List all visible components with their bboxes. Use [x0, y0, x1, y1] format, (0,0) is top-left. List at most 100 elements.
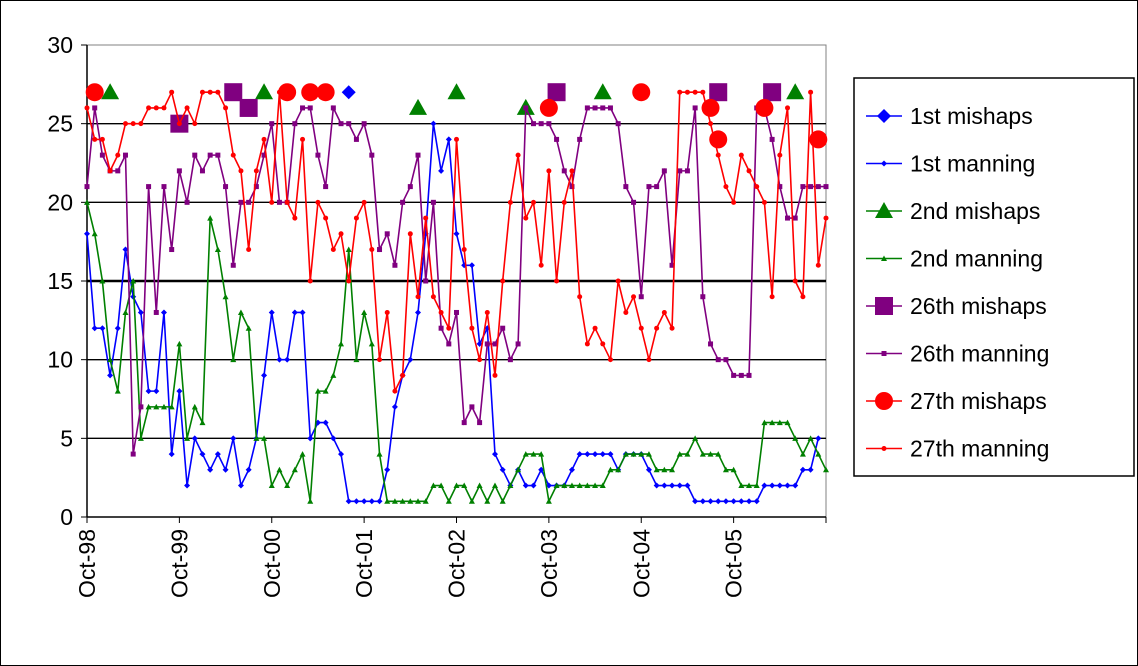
data-point-2nd-manning — [561, 482, 568, 489]
data-point-2nd-manning — [307, 498, 314, 504]
legend-label: 1st mishaps — [910, 103, 1033, 129]
legend-label: 27th mishaps — [910, 388, 1047, 414]
data-point-2nd-manning — [99, 278, 106, 284]
data-point-1st-manning — [653, 482, 660, 489]
data-point-2nd-manning — [407, 498, 414, 504]
legend-item-2nd-manning: 2nd manning — [866, 246, 1043, 272]
y-tick-label: 30 — [47, 32, 73, 58]
data-point-26th-manning — [400, 199, 406, 205]
data-point-2nd-manning — [807, 435, 814, 441]
legend-box — [853, 77, 1135, 477]
data-point-27th-manning — [223, 105, 229, 111]
axes: 0 5 10 15 20 25 30 Oct-98 Oct-99 Oct-00 Oct-01 Oct-… — [47, 32, 827, 598]
data-point-26th-manning — [454, 309, 459, 315]
data-point-2nd-manning — [230, 356, 237, 363]
data-point-2nd-manning — [453, 482, 460, 489]
data-point-2nd-manning — [784, 419, 791, 426]
data-point-1st-manning — [176, 388, 183, 395]
data-point-27th-manning — [84, 105, 90, 111]
data-point-2nd-manning — [792, 435, 799, 441]
data-point-26th-manning — [615, 121, 621, 127]
data-point-27th-manning — [723, 184, 729, 190]
data-point-26th-manning — [684, 168, 690, 174]
data-point-26th-manning — [230, 262, 236, 268]
data-point-27th-manning — [623, 309, 629, 315]
data-point-1st-manning — [468, 262, 475, 269]
data-point-1st-manning — [361, 498, 368, 505]
data-point-26th-manning — [569, 184, 575, 190]
data-point-27th-manning — [300, 136, 306, 142]
data-point-2nd-manning — [468, 498, 475, 504]
data-point-26th-manning — [561, 168, 567, 174]
data-point-26th-manning — [746, 372, 752, 378]
legend-marker — [875, 202, 893, 218]
data-point-27th-manning — [631, 294, 637, 300]
data-point-1st-manning — [299, 309, 306, 316]
data-point-2nd-manning — [592, 482, 599, 489]
data-point-2nd-manning — [353, 356, 360, 363]
data-point-2nd-manning — [284, 482, 291, 489]
data-point-2nd-manning — [622, 451, 629, 457]
data-point-26th-manning — [530, 121, 536, 127]
data-point-27th-manning — [638, 325, 644, 331]
data-point-27th-manning — [169, 89, 175, 95]
data-point-26th-manning — [546, 121, 552, 127]
data-point-26th-manning — [808, 184, 814, 190]
data-point-26th-manning — [800, 184, 806, 190]
data-point-26th-manning — [146, 184, 152, 190]
y-tick-label: 10 — [47, 347, 73, 373]
data-point-26th-manning — [176, 168, 182, 174]
data-point-26th-manning — [261, 152, 267, 158]
data-point-2nd-mishaps — [786, 83, 805, 100]
data-point-26th-manning — [823, 184, 829, 190]
data-point-1st-manning — [669, 482, 676, 489]
data-point-26th-manning — [523, 105, 529, 111]
data-point-2nd-mishaps — [447, 83, 466, 100]
data-point-26th-manning — [138, 404, 144, 410]
data-point-27th-manning — [92, 136, 98, 142]
data-point-27th-manning — [646, 357, 652, 363]
data-point-27th-manning — [530, 199, 536, 205]
data-point-1st-manning — [368, 498, 375, 505]
data-point-1st-manning — [384, 466, 391, 473]
data-point-26th-manning — [199, 168, 205, 174]
x-tick-label: Oct-03 — [536, 529, 562, 598]
data-point-1st-manning — [738, 498, 745, 505]
data-point-27th-manning — [715, 152, 721, 158]
data-point-27th-manning — [369, 247, 375, 253]
data-point-27th-manning — [261, 136, 267, 142]
data-point-27th-manning — [469, 325, 475, 331]
data-point-1st-manning — [438, 167, 445, 174]
data-point-26th-manning — [92, 105, 98, 111]
y-tick-label: 20 — [47, 189, 73, 215]
data-point-27th-manning — [669, 325, 675, 331]
data-point-2nd-manning — [445, 498, 452, 504]
data-point-2nd-manning — [699, 451, 706, 457]
data-point-26th-manning — [446, 341, 452, 347]
data-point-2nd-manning — [669, 466, 676, 473]
legend-item-1st-manning: 1st manning — [866, 151, 1035, 177]
data-point-27th-manning — [423, 215, 429, 221]
data-point-26th-manning — [292, 121, 298, 127]
series-27th-manning — [84, 89, 829, 395]
data-point-26th-manning — [631, 199, 637, 205]
data-point-26th-manning — [638, 294, 644, 300]
data-point-26th-manning — [115, 168, 121, 174]
data-point-27th-mishaps — [85, 83, 104, 102]
data-point-2nd-manning — [391, 498, 398, 504]
data-point-27th-manning — [492, 372, 498, 378]
data-point-1st-manning — [245, 466, 252, 473]
series-26th-manning — [84, 105, 829, 457]
data-point-26th-manning — [731, 372, 737, 378]
data-point-1st-manning — [769, 482, 776, 489]
data-point-1st-manning — [661, 482, 668, 489]
data-point-26th-manning — [84, 184, 90, 190]
legend-marker — [881, 351, 887, 356]
data-point-1st-manning — [607, 451, 614, 458]
data-point-1st-manning — [338, 451, 345, 458]
data-point-2nd-manning — [653, 466, 660, 473]
data-point-26th-manning — [661, 168, 667, 174]
data-point-1st-manning — [415, 309, 422, 316]
data-point-27th-manning — [400, 372, 406, 378]
data-point-27th-manning — [792, 278, 798, 284]
